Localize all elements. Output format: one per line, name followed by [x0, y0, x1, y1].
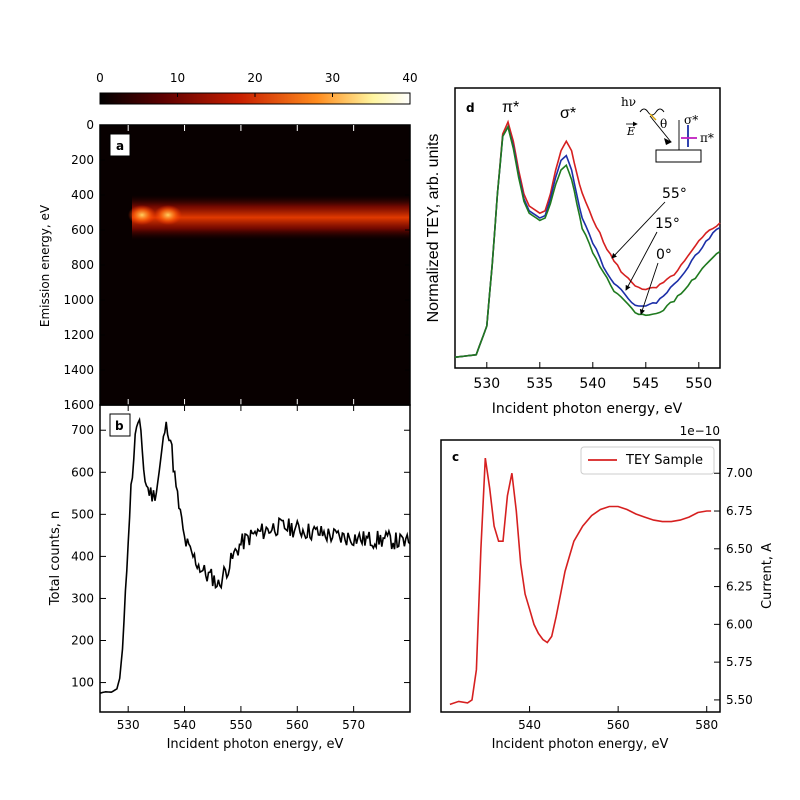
- panel-b-ytick-label: 100: [71, 676, 94, 690]
- annotation-15deg: 15°: [655, 216, 680, 232]
- panel-c-ticks: 540 560 580 5.50 5.75 6.00 6.25 6.50 6.75 7.00: [518, 466, 753, 732]
- panel-a-label: a: [116, 139, 124, 153]
- arrow-15deg: [625, 231, 658, 291]
- inset-photon-wave: [639, 108, 665, 116]
- arrow-0deg: [639, 262, 659, 315]
- panel-d-xtick-label: 540: [579, 376, 606, 392]
- inset-sigma-label: σ*: [684, 113, 698, 127]
- panel-b-xlabel: Incident photon energy, eV: [167, 737, 344, 752]
- legend-label: TEY Sample: [625, 453, 703, 468]
- colorbar-tick-label: 10: [170, 71, 185, 85]
- inset-theta-label: θ: [660, 117, 667, 131]
- inset-hv-label: hν: [621, 95, 636, 109]
- colorbar-tick-label: 30: [325, 71, 340, 85]
- geometry-inset: hν θ E σ* π*: [621, 95, 714, 163]
- panel-c-ytick-label: 6.25: [726, 580, 753, 594]
- legend: TEY Sample: [580, 446, 715, 475]
- panel-c-label: c: [452, 450, 459, 464]
- panel-c-ytick-label: 6.75: [726, 504, 753, 518]
- panel-b-ytick-label: 600: [71, 465, 94, 479]
- panel-c-ytick-label: 7.00: [726, 466, 753, 480]
- panel-d-xtick-label: 535: [526, 376, 553, 392]
- panel-a-ytick-label: 800: [71, 258, 94, 272]
- panel-b-label-box: [109, 413, 131, 437]
- panel-b-xtick-label: 550: [229, 718, 252, 732]
- panel-d-label: d: [466, 101, 475, 115]
- panel-b-ticks: 530 540 550 560 570 100 200 300 400 500 600 700: [71, 405, 410, 732]
- panel-a-ytick-label: 1600: [63, 398, 94, 412]
- panel-a-label-box: [109, 133, 131, 157]
- panel-b-xtick-label: 570: [342, 718, 365, 732]
- inset-e-vector: [649, 113, 657, 121]
- panel-a-ytick-label: 200: [71, 153, 94, 167]
- panel-b-counts-line: [99, 416, 411, 694]
- panel-b-ytick-label: 300: [71, 591, 94, 605]
- panel-a-ytick-label: 1200: [63, 328, 94, 342]
- panel-c-ylabel: Current, A: [760, 543, 775, 609]
- heatmap-background: [100, 125, 410, 405]
- arrow-55deg: [611, 201, 666, 259]
- legend-box: [580, 446, 715, 475]
- inset-e-label: E: [626, 125, 635, 138]
- panel-a-ytick-label: 1400: [63, 363, 94, 377]
- panel-c-offset-label: 1e−10: [680, 424, 720, 438]
- colorbar-tick-label: 40: [402, 71, 417, 85]
- panel-d-ylabel: Normalized TEY, arb. units: [425, 134, 442, 323]
- annotation-pi-star: π*: [502, 99, 519, 116]
- panel-a-ytick-label: 1000: [63, 293, 94, 307]
- panel-b-ytick-label: 500: [71, 507, 94, 521]
- panel-b-label: b: [115, 419, 124, 433]
- panel-b-xtick-label: 530: [117, 718, 140, 732]
- inset-pi-label: π*: [700, 131, 714, 145]
- panel-b-frame: [99, 404, 411, 713]
- inset-incidence-marker: [664, 138, 672, 145]
- panel-c-ytick-label: 6.00: [726, 617, 753, 631]
- panel-b-ylabel: Total counts, n: [48, 511, 63, 606]
- panel-c-xtick-label: 540: [518, 718, 541, 732]
- panel-b: 530 540 550 560 570 100 200 300 400 500 600 700 b I…: [48, 404, 411, 752]
- panel-c-xlabel: Incident photon energy, eV: [492, 737, 669, 752]
- panel-a-ylabel: Emission energy, eV: [38, 204, 52, 327]
- annotation-55deg: 55°: [662, 186, 687, 202]
- tey-sample-line: [449, 457, 712, 706]
- colorbar: 0 10 20 30 40: [96, 71, 418, 105]
- panel-a-ytick-label: 0: [86, 118, 94, 132]
- panel-d: 530 535 540 545 550 d π* σ* 55° 15° 0° hν θ …: [425, 87, 721, 417]
- panel-a-ytick-label: 600: [71, 223, 94, 237]
- panel-c-ytick-label: 5.75: [726, 655, 753, 669]
- panel-b-xtick-label: 560: [286, 718, 309, 732]
- colorbar-tick-label: 0: [96, 71, 104, 85]
- panel-c-ytick-label: 6.50: [726, 542, 753, 556]
- panel-b-ytick-label: 400: [71, 549, 94, 563]
- colorbar-tick-label: 20: [247, 71, 262, 85]
- heatmap-hotspot-2: [154, 205, 182, 225]
- panel-d-xlabel: Incident photon energy, eV: [492, 401, 683, 417]
- panel-c-xtick-label: 560: [607, 718, 630, 732]
- series-0deg-line: [454, 124, 721, 358]
- panel-a-ticks: 0 200 400 600 800 1000 1200 1400 1600: [63, 118, 410, 412]
- annotation-0deg: 0°: [656, 247, 672, 263]
- panel-c-frame: [440, 439, 721, 713]
- panel-c-xtick-label: 580: [695, 718, 718, 732]
- panel-d-xtick-label: 545: [632, 376, 659, 392]
- panel-a-ytick-label: 400: [71, 188, 94, 202]
- panel-d-ticks: 530 535 540 545 550: [473, 362, 712, 392]
- colorbar-ticks: 0 10 20 30 40: [96, 71, 418, 97]
- inset-beam-line: [649, 115, 672, 143]
- panel-d-xtick-label: 550: [685, 376, 712, 392]
- panel-b-ytick-label: 200: [71, 634, 94, 648]
- panel-c-ytick-label: 5.50: [726, 693, 753, 707]
- panel-d-xtick-label: 530: [473, 376, 500, 392]
- annotation-sigma-star: σ*: [560, 105, 576, 122]
- panel-a: 0 200 400 600 800 1000 1200 1400 1600 a Emission…: [38, 118, 411, 412]
- panel-b-xtick-label: 540: [173, 718, 196, 732]
- inset-sample-substrate: [655, 149, 702, 163]
- panel-b-ytick-label: 700: [71, 423, 94, 437]
- heatmap-hotspot-1: [128, 205, 156, 225]
